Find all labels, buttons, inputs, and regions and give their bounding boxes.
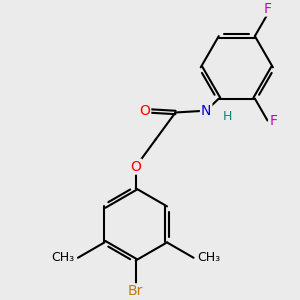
Text: N: N — [201, 104, 211, 118]
Text: Br: Br — [128, 284, 143, 298]
Text: O: O — [139, 104, 150, 118]
Text: CH₃: CH₃ — [51, 251, 74, 264]
Text: H: H — [222, 110, 232, 123]
Text: F: F — [263, 2, 272, 16]
Text: CH₃: CH₃ — [197, 251, 220, 264]
Text: O: O — [130, 160, 141, 174]
Text: F: F — [269, 113, 277, 128]
